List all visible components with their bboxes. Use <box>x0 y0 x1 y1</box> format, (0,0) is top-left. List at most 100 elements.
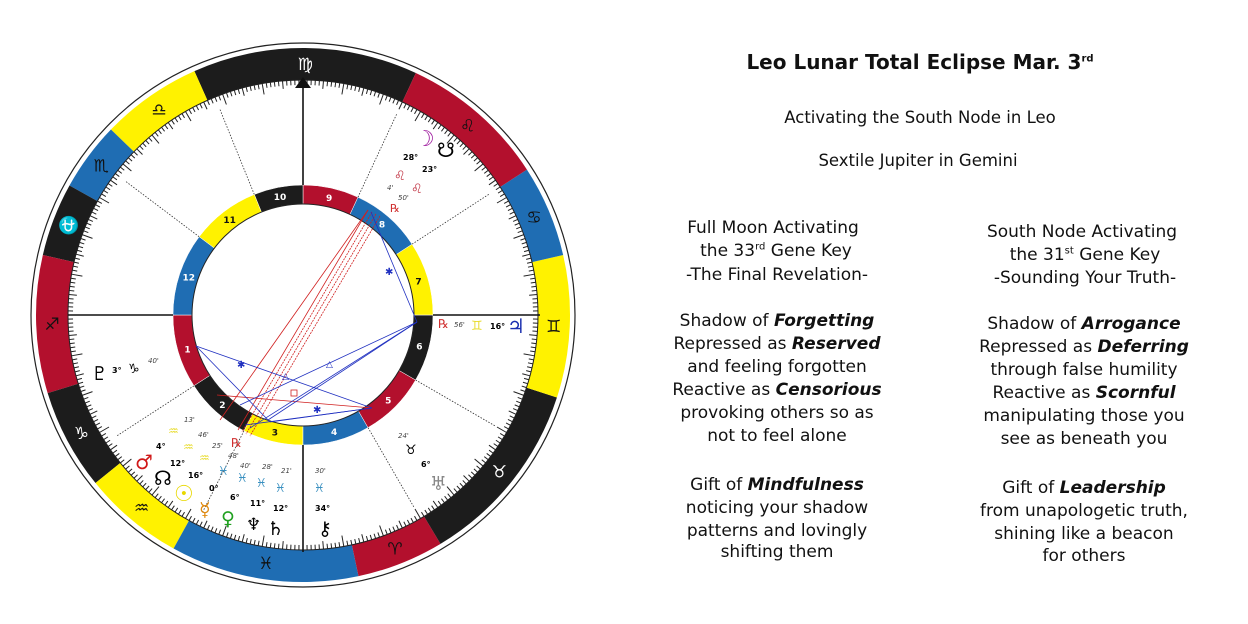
degree-tick <box>249 85 252 92</box>
degree-tick <box>73 265 79 268</box>
body-line: Shadow of Forgetting <box>680 311 875 331</box>
moon-degree: 28° <box>403 153 418 162</box>
degree-tick <box>431 505 435 511</box>
degree-tick <box>406 519 411 525</box>
degree-tick <box>86 404 92 408</box>
sign-segment-aquarius <box>95 462 190 549</box>
moon-minutes: 4' <box>387 184 393 192</box>
degree-tick <box>75 253 84 257</box>
line-text: noticing your shadow <box>685 498 869 518</box>
degree-tick <box>214 96 218 102</box>
degree-tick <box>527 265 533 268</box>
degree-tick <box>384 529 388 535</box>
moon-glyph: ☽ <box>415 127 435 152</box>
body-line: Gift of Mindfulness <box>690 475 864 495</box>
degree-tick <box>192 517 196 523</box>
degree-tick <box>199 521 203 527</box>
pisces-sign-icon: ♓ <box>258 554 273 574</box>
degree-tick <box>531 285 537 288</box>
degree-tick <box>406 105 411 111</box>
subtitle-south-node: Activating the South Node in Leo <box>784 108 1056 127</box>
left-heading-2: the 33rd Gene Key <box>700 241 852 261</box>
keyword: Mindfulness <box>747 475 864 495</box>
degree-tick <box>432 500 439 508</box>
saturn-degree: 12° <box>273 504 288 513</box>
degree-tick <box>463 148 470 155</box>
degree-tick <box>520 389 526 392</box>
body-line: patterns and lovingly <box>687 521 867 541</box>
mars-glyph: ♂ <box>135 450 153 474</box>
degree-tick <box>257 84 260 90</box>
keyword: Scornful <box>1095 383 1176 403</box>
degree-tick <box>403 521 407 527</box>
north-node-sign: ♒ <box>183 440 194 454</box>
house-cusp-line <box>219 108 255 195</box>
degree-tick <box>154 132 159 137</box>
keyword: Arrogance <box>1081 314 1181 334</box>
degree-tick <box>529 294 538 296</box>
sign-segment-pisces <box>173 520 359 582</box>
degree-tick <box>453 137 458 142</box>
pluto-sign: ♑ <box>128 362 140 377</box>
venus-sign: ♓ <box>237 471 248 485</box>
subtitle-jupiter: Sextile Jupiter in Gemini <box>818 151 1018 170</box>
degree-tick <box>257 540 260 546</box>
degree-tick <box>427 507 432 513</box>
degree-tick <box>437 124 442 130</box>
degree-tick <box>508 215 517 220</box>
degree-tick <box>496 197 507 204</box>
degree-tick <box>462 145 467 150</box>
degree-tick <box>520 238 526 241</box>
degree-tick <box>80 389 86 392</box>
house-number: 6 <box>416 343 422 353</box>
mercury-retrograde: ℞ <box>231 436 242 450</box>
degree-tick <box>334 542 337 548</box>
degree-tick <box>527 362 533 365</box>
degree-tick <box>453 488 458 493</box>
degree-tick <box>473 157 478 162</box>
degree-tick <box>86 222 92 226</box>
degree-tick <box>526 370 532 373</box>
mars-sign: ♒ <box>168 424 179 438</box>
body-line: Repressed as Deferring <box>979 337 1189 357</box>
degree-tick <box>509 415 515 419</box>
degree-tick <box>185 508 192 519</box>
degree-tick <box>373 533 377 539</box>
sign-glyphs: ♍ ♎ ♏ ⛎ ♐ ♑ ♒ ♓ ♈ ♉ ♊ ♋ ♌ <box>45 55 562 574</box>
degree-tick <box>74 257 80 260</box>
taurus-sign-icon: ♉ <box>492 462 507 482</box>
degree-tick <box>151 486 160 496</box>
degree-tick <box>139 145 144 150</box>
degree-tick <box>237 535 241 542</box>
degree-tick <box>322 541 324 550</box>
house-number: 11 <box>223 216 236 226</box>
mc-arrow-icon <box>295 77 311 88</box>
degree-tick <box>70 350 76 353</box>
degree-tick <box>523 353 535 357</box>
house-number: 1 <box>184 346 190 356</box>
degree-tick <box>495 186 501 191</box>
degree-tick <box>122 458 132 467</box>
degree-tick <box>253 539 256 545</box>
degree-tick <box>459 482 464 488</box>
degree-tick <box>269 542 272 548</box>
degree-tick <box>486 453 491 457</box>
degree-tick <box>277 81 280 87</box>
degree-tick <box>68 334 77 336</box>
body-line: shifting them <box>721 542 834 562</box>
degree-tick <box>392 526 396 532</box>
degree-tick <box>69 289 75 292</box>
degree-ticks <box>68 80 538 550</box>
degree-tick <box>493 443 499 447</box>
line-text: Reactive as <box>992 383 1096 403</box>
degree-tick <box>178 509 182 515</box>
degree-tick <box>523 377 530 381</box>
degree-tick <box>95 422 101 426</box>
degree-tick <box>444 129 449 135</box>
neptune-degree: 11° <box>250 499 265 508</box>
line-text: through false humility <box>990 360 1178 380</box>
keyword: Leadership <box>1059 478 1166 498</box>
degree-tick <box>350 85 353 91</box>
keyword: Forgetting <box>773 311 875 331</box>
degree-tick <box>241 87 245 96</box>
